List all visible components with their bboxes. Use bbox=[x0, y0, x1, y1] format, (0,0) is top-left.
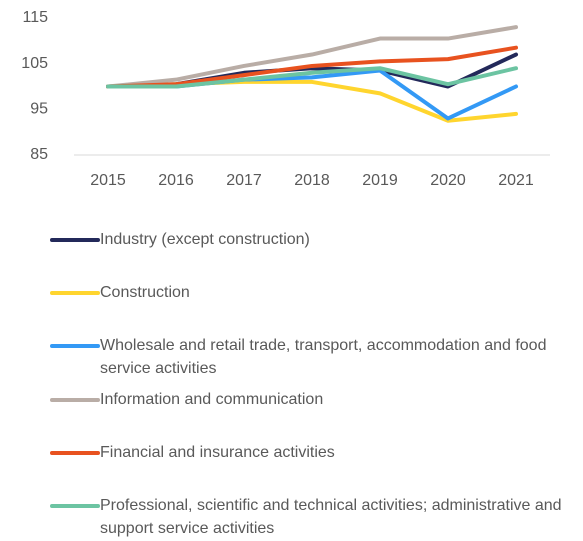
legend-item: Construction bbox=[50, 283, 575, 304]
legend-swatch bbox=[50, 504, 100, 508]
legend-swatch bbox=[50, 398, 100, 402]
legend-item: Information and communication bbox=[50, 390, 575, 411]
x-tick-label: 2019 bbox=[362, 172, 398, 189]
series-line bbox=[106, 45, 518, 89]
legend-label: Construction bbox=[100, 284, 190, 301]
y-tick-label: 95 bbox=[30, 101, 48, 118]
legend-item: Professional, scientific and technical a… bbox=[50, 496, 575, 540]
legend-label: Professional, scientific and technical a… bbox=[100, 497, 562, 537]
series-line bbox=[106, 66, 518, 89]
x-tick-label: 2020 bbox=[430, 172, 466, 189]
legend-label: Information and communication bbox=[100, 391, 324, 408]
x-tick-label: 2016 bbox=[158, 172, 194, 189]
x-tick-label: 2018 bbox=[294, 172, 330, 189]
legend-item: Industry (except construction) bbox=[50, 230, 575, 251]
legend-label: Wholesale and retail trade, transport, a… bbox=[100, 337, 547, 377]
legend-label: Financial and insurance activities bbox=[100, 444, 335, 461]
x-tick-label: 2017 bbox=[226, 172, 262, 189]
legend-swatch bbox=[50, 451, 100, 455]
y-tick-label: 105 bbox=[21, 55, 48, 72]
legend-swatch bbox=[50, 291, 100, 295]
chart: 85 95 105 115 2015 2016 2017 2018 2019 2020 2021 bbox=[21, 9, 550, 189]
series-line bbox=[106, 25, 518, 89]
y-tick-label: 115 bbox=[22, 9, 48, 26]
legend-label: Industry (except construction) bbox=[100, 231, 310, 248]
legend-swatch bbox=[50, 344, 100, 348]
x-tick-label: 2015 bbox=[90, 172, 126, 189]
y-tick-label: 85 bbox=[30, 146, 48, 163]
legend-item: Financial and insurance activities bbox=[50, 443, 575, 464]
legend-swatch bbox=[50, 238, 100, 242]
x-tick-label: 2021 bbox=[498, 172, 534, 189]
legend-item: Wholesale and retail trade, transport, a… bbox=[50, 336, 575, 380]
